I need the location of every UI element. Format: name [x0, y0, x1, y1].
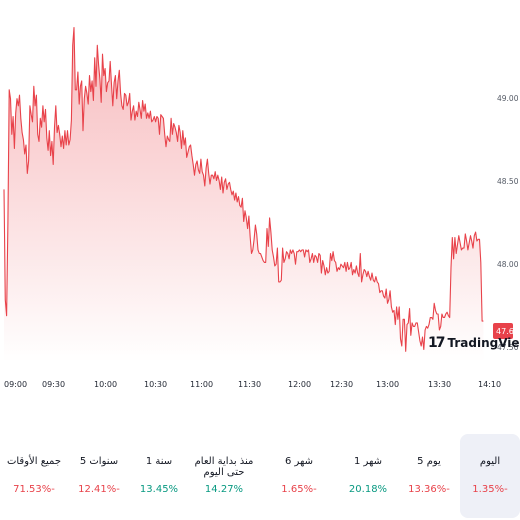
- last-price-tag-bg: [493, 323, 513, 339]
- x-tick-label: 12:00: [288, 380, 311, 389]
- period-change-value: 13.45%: [139, 484, 179, 495]
- period-change-value: 1.65%-: [281, 484, 317, 495]
- period-all-time[interactable]: جميع الأوقات 71.53%-: [0, 434, 68, 518]
- period-change-value: 20.18%: [348, 484, 388, 495]
- period-label: 5 سنوات: [79, 456, 119, 467]
- period-6-months[interactable]: 6 شهر 1.65%-: [260, 434, 338, 518]
- period-ytd[interactable]: منذ بداية العام حتى اليوم 14.27%: [188, 434, 260, 518]
- period-change-value: 13.36%-: [408, 484, 450, 495]
- period-today[interactable]: اليوم 1.35%-: [460, 434, 520, 518]
- x-tick-label: 09:30: [42, 380, 65, 389]
- x-tick-label: 13:00: [376, 380, 399, 389]
- x-tick-label: 10:30: [144, 380, 167, 389]
- period-5-years[interactable]: 5 سنوات 12.41%-: [68, 434, 130, 518]
- period-change-value: 14.27%: [204, 484, 244, 495]
- period-1-month[interactable]: 1 شهر 20.18%: [338, 434, 398, 518]
- price-area-fill: [4, 27, 484, 362]
- y-tick-label: 48.00: [497, 260, 519, 269]
- x-tick-label: 09:00: [4, 380, 27, 389]
- period-change-value: 71.53%-: [13, 484, 55, 495]
- period-label: منذ بداية العام حتى اليوم: [194, 456, 254, 478]
- x-tick-label: 10:00: [94, 380, 117, 389]
- last-price-tag-label: 47.65: [496, 327, 519, 336]
- period-performance-row: جميع الأوقات 71.53%- 5 سنوات 12.41%- 1 س…: [0, 434, 520, 520]
- price-chart-svg[interactable]: 49.00 48.50 48.00 47.50 47.65 09:00 09:30 10:00…: [0, 0, 520, 400]
- tradingview-logo-text: TradingView: [447, 336, 520, 350]
- period-change-value: 12.41%-: [78, 484, 120, 495]
- period-label: اليوم: [479, 456, 501, 467]
- period-change-value: 1.35%-: [472, 484, 508, 495]
- period-label: جميع الأوقات: [6, 456, 62, 467]
- period-label: 5 يوم: [417, 456, 441, 467]
- y-tick-label: 47.50: [497, 343, 519, 352]
- period-5-days[interactable]: 5 يوم 13.36%-: [398, 434, 460, 518]
- x-tick-label: 12:30: [330, 380, 353, 389]
- x-tick-label: 14:10: [478, 380, 501, 389]
- y-tick-label: 48.50: [497, 177, 519, 186]
- period-label: 1 شهر: [353, 456, 383, 467]
- tradingview-logo[interactable]: 17 TradingView: [428, 333, 520, 353]
- last-price-tag: 47.65: [493, 323, 519, 339]
- period-label: 1 سنة: [145, 456, 173, 467]
- period-label: 6 شهر: [284, 456, 314, 467]
- x-tick-label: 13:30: [428, 380, 451, 389]
- tradingview-logo-mark: 17: [428, 335, 446, 351]
- period-1-year[interactable]: 1 سنة 13.45%: [130, 434, 188, 518]
- price-line: [3, 27, 484, 352]
- y-tick-label: 49.00: [497, 94, 519, 103]
- x-tick-label: 11:00: [190, 380, 213, 389]
- x-tick-label: 11:30: [238, 380, 261, 389]
- price-chart[interactable]: 49.00 48.50 48.00 47.50 47.65 09:00 09:30 10:00…: [0, 0, 520, 400]
